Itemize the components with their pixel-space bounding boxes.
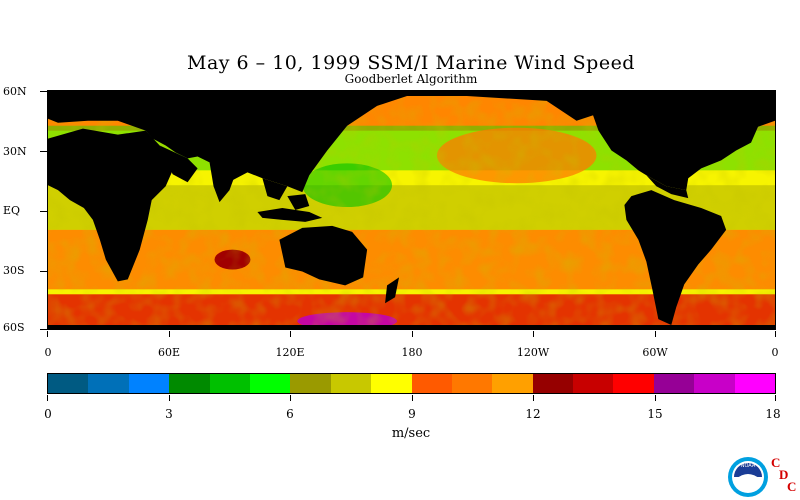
colorbar-tick	[47, 395, 48, 401]
land-mask	[48, 91, 775, 329]
colorbar-swatch	[330, 374, 372, 393]
logo-bird	[736, 474, 760, 484]
lon-label-120e: 120E	[275, 346, 305, 359]
land-india	[209, 162, 238, 203]
colorbar-swatch	[128, 374, 170, 393]
lon-label-0-east: 0	[771, 346, 779, 359]
colorbar-swatch	[290, 374, 331, 393]
colorbar-tick	[290, 395, 291, 401]
lat-tick	[40, 271, 47, 272]
logo-letter-d: D	[779, 467, 788, 482]
colorbar-label: 0	[44, 407, 52, 421]
noaa-logo-icon: NOAA C D C	[728, 455, 796, 497]
lat-label-60s: 60S	[3, 321, 25, 334]
logo-bird-field	[734, 463, 762, 477]
lon-label-180: 180	[401, 346, 423, 359]
colorbar-swatch	[88, 374, 129, 393]
land-southeast-asia	[262, 178, 288, 201]
lon-label-0-west: 0	[44, 346, 52, 359]
colorbar-swatch	[532, 374, 574, 393]
lat-tick	[40, 151, 47, 152]
map-title: May 6 – 10, 1999 SSM/I Marine Wind Speed	[187, 52, 635, 74]
colorbar-swatch	[48, 374, 89, 393]
land-new-zealand	[385, 277, 400, 304]
lat-tick	[40, 91, 47, 92]
colorbar-swatch	[573, 374, 614, 393]
colorbar-swatch	[492, 374, 533, 393]
land-africa	[48, 128, 173, 282]
lon-tick	[655, 331, 656, 337]
colorbar-label: 9	[408, 407, 416, 421]
colorbar-swatch	[653, 374, 695, 393]
lat-tick	[40, 329, 47, 330]
colorbar-tick	[533, 395, 534, 401]
lon-tick	[412, 331, 413, 337]
lon-tick	[47, 331, 48, 337]
colorbar-label: 3	[165, 407, 173, 421]
lon-tick	[775, 331, 776, 337]
land-south-america	[624, 190, 727, 326]
logo-badge-text: NOAA	[741, 463, 756, 469]
colorbar-label: 15	[647, 407, 663, 421]
colorbar-swatch	[613, 374, 654, 393]
lon-tick	[169, 331, 170, 337]
colorbar-tick	[775, 395, 776, 401]
land-indonesia	[257, 208, 323, 222]
land-australia	[279, 225, 368, 286]
logo-letter-c1: C	[771, 455, 780, 470]
colorbar-swatch	[169, 374, 210, 393]
colorbar-swatch	[411, 374, 452, 393]
lat-label-eq: EQ	[3, 204, 21, 217]
lon-label-60e: 60E	[157, 346, 181, 359]
colorbar-swatch	[451, 374, 493, 393]
colorbar-tick	[655, 395, 656, 401]
land-arabia	[159, 145, 198, 183]
land-borneo	[287, 194, 310, 210]
colorbar-swatch	[371, 374, 412, 393]
colorbar-label: 18	[765, 407, 781, 421]
colorbar	[47, 373, 776, 394]
map-image	[48, 91, 775, 329]
colorbar-label: 12	[525, 407, 541, 421]
lon-label-120w: 120W	[516, 346, 550, 359]
colorbar-swatch	[209, 374, 250, 393]
colorbar-units: m/sec	[391, 426, 431, 441]
lat-tick	[40, 211, 47, 212]
logo-letter-c2: C	[787, 479, 796, 494]
colorbar-label: 6	[286, 407, 294, 421]
colorbar-tick	[412, 395, 413, 401]
land-north-america	[586, 91, 775, 191]
lon-tick	[533, 331, 534, 337]
land-antarctica	[48, 325, 775, 329]
colorbar-tick	[169, 395, 170, 401]
land-central-america	[646, 175, 689, 199]
colorbar-swatch	[249, 374, 291, 393]
wind-speed-map	[47, 90, 776, 330]
lon-tick	[290, 331, 291, 337]
lat-label-30n: 30N	[3, 145, 27, 158]
map-subtitle: Goodberlet Algorithm	[344, 72, 478, 86]
colorbar-swatch	[734, 374, 776, 393]
lat-label-30s: 30S	[3, 264, 25, 277]
lon-label-60w: 60W	[642, 346, 668, 359]
lat-label-60n: 60N	[3, 85, 27, 98]
colorbar-swatch	[694, 374, 735, 393]
